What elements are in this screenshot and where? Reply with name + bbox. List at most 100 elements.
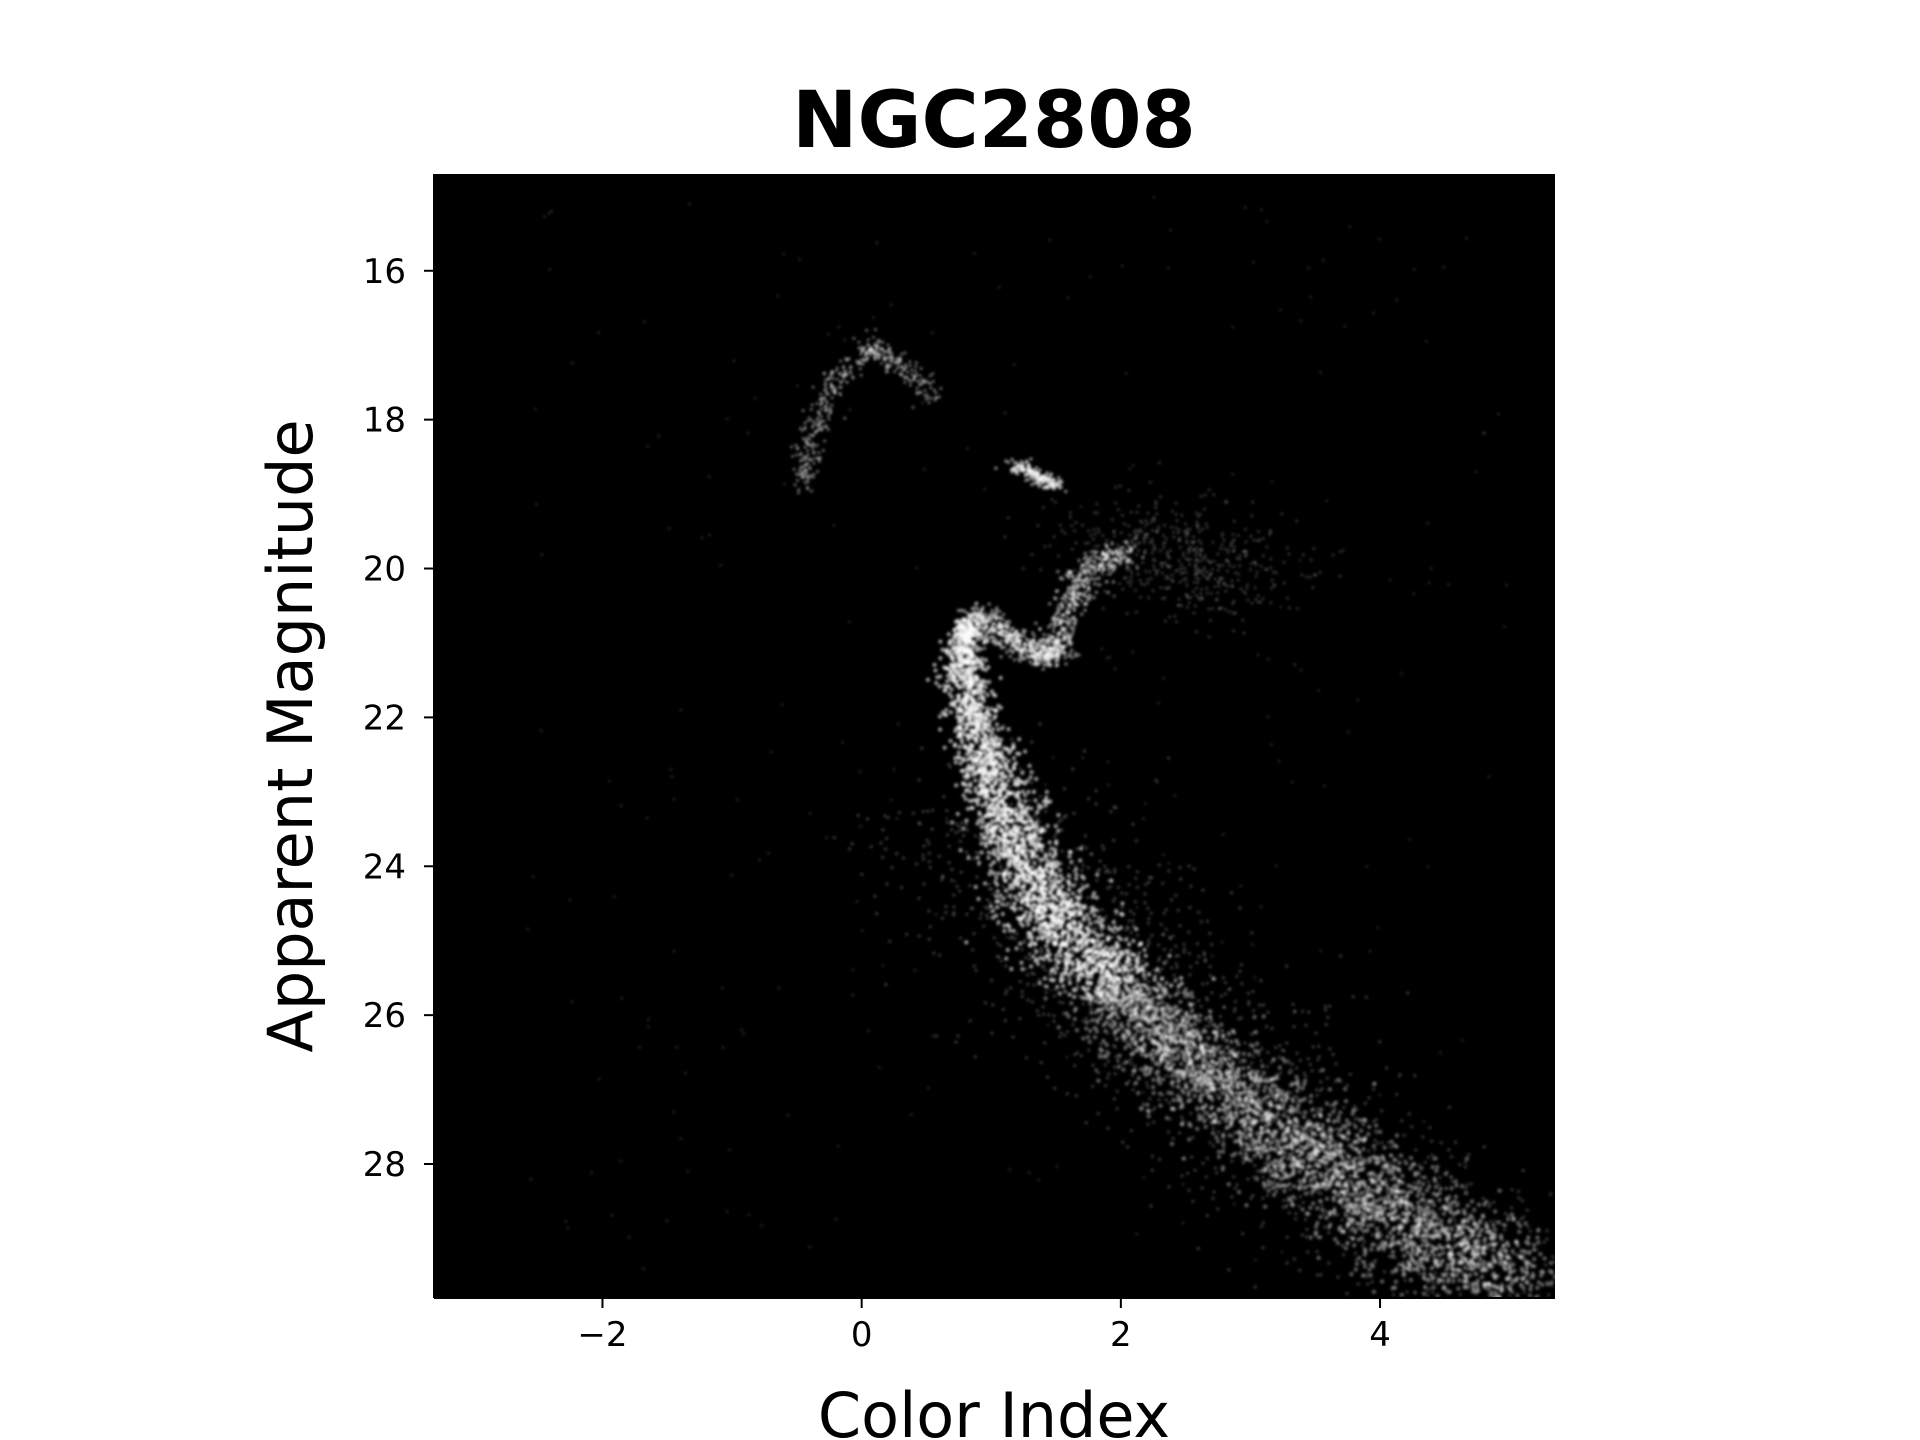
- data-point: [994, 875, 999, 880]
- data-point: [982, 784, 987, 789]
- data-point: [1392, 1285, 1398, 1290]
- data-point: [1241, 1051, 1247, 1057]
- data-point: [1201, 1064, 1206, 1070]
- data-point: [1056, 934, 1061, 939]
- data-point: [1121, 1067, 1126, 1072]
- data-point: [1430, 1233, 1435, 1238]
- data-point: [1274, 1138, 1280, 1143]
- data-point: [1130, 985, 1136, 990]
- data-point: [1337, 1180, 1343, 1185]
- data-point: [956, 754, 961, 760]
- data-point: [1393, 1279, 1399, 1285]
- data-point: [1027, 763, 1032, 768]
- data-point: [1266, 1188, 1271, 1193]
- scatter-points: [526, 195, 1558, 1301]
- data-point: [968, 789, 973, 794]
- data-point: [1169, 1141, 1175, 1147]
- data-point: [994, 708, 999, 713]
- data-point: [973, 728, 978, 733]
- data-point: [1064, 960, 1070, 966]
- data-point: [979, 841, 984, 846]
- data-point: [1198, 1099, 1204, 1104]
- data-point: [1279, 1096, 1284, 1101]
- data-point: [1144, 962, 1149, 967]
- data-point: [1397, 1262, 1402, 1267]
- data-point: [1539, 1273, 1544, 1278]
- data-point: [1262, 1088, 1267, 1094]
- data-point: [1003, 878, 1008, 883]
- data-point: [1326, 1182, 1331, 1187]
- data-point: [1358, 1226, 1364, 1231]
- data-point: [958, 848, 963, 853]
- data-point: [1463, 1257, 1468, 1262]
- data-point: [1237, 1097, 1243, 1102]
- data-point: [1315, 1220, 1320, 1226]
- data-point: [1029, 877, 1035, 882]
- data-point: [957, 744, 962, 750]
- data-point: [1014, 807, 1019, 812]
- data-point: [1255, 1138, 1260, 1144]
- data-point: [1280, 1124, 1285, 1129]
- data-point: [1138, 941, 1144, 946]
- data-point: [968, 670, 973, 676]
- data-point: [1211, 976, 1216, 981]
- data-point: [1095, 1020, 1100, 1025]
- data-point: [1406, 1190, 1411, 1195]
- data-point: [1524, 1280, 1530, 1285]
- data-point: [1000, 911, 1005, 917]
- data-point: [1088, 981, 1093, 986]
- data-point: [1373, 1213, 1378, 1218]
- data-point: [1376, 1247, 1381, 1252]
- data-point: [1236, 1074, 1242, 1079]
- data-point: [1210, 1130, 1216, 1136]
- data-point: [983, 657, 989, 663]
- data-point: [1471, 1286, 1476, 1291]
- data-point: [979, 824, 984, 830]
- data-point: [1275, 1111, 1281, 1117]
- data-point: [1101, 964, 1106, 969]
- data-point: [1164, 1115, 1170, 1121]
- data-point: [1047, 840, 1052, 845]
- data-point: [980, 705, 985, 710]
- data-point: [1018, 941, 1023, 946]
- data-point: [1456, 1251, 1461, 1256]
- data-point: [1216, 1149, 1222, 1155]
- data-point: [1009, 811, 1014, 816]
- data-point: [1405, 1238, 1410, 1243]
- data-point: [1320, 1123, 1325, 1128]
- data-point: [1427, 1184, 1432, 1189]
- data-point: [1265, 1137, 1271, 1142]
- data-point: [1069, 859, 1074, 865]
- data-point: [1381, 1216, 1387, 1222]
- data-point: [1027, 890, 1032, 895]
- data-point: [1168, 994, 1173, 999]
- data-point: [1535, 1235, 1540, 1240]
- data-point: [986, 665, 991, 670]
- data-point: [957, 733, 963, 739]
- data-point: [1054, 879, 1060, 884]
- data-point: [1041, 915, 1046, 920]
- data-point: [997, 835, 1002, 841]
- data-point: [969, 632, 974, 638]
- data-point: [1004, 956, 1009, 961]
- data-point: [1475, 1225, 1480, 1230]
- data-point: [1296, 1102, 1301, 1108]
- data-point: [1292, 1184, 1297, 1189]
- data-point: [1008, 871, 1013, 876]
- data-point: [1141, 972, 1147, 978]
- data-point: [1136, 1076, 1142, 1081]
- data-point: [1044, 886, 1049, 891]
- data-point: [1302, 1179, 1307, 1184]
- data-point: [1158, 1103, 1163, 1108]
- data-point: [1261, 1097, 1266, 1102]
- data-point: [1008, 748, 1013, 753]
- data-point: [1001, 821, 1007, 826]
- data-point: [1037, 980, 1042, 986]
- data-point: [1261, 1014, 1266, 1019]
- data-point: [1208, 1106, 1214, 1111]
- data-point: [1008, 769, 1014, 775]
- data-point: [1416, 1171, 1421, 1176]
- data-point: [1231, 1095, 1237, 1100]
- data-point: [985, 706, 990, 711]
- data-point: [1007, 928, 1013, 933]
